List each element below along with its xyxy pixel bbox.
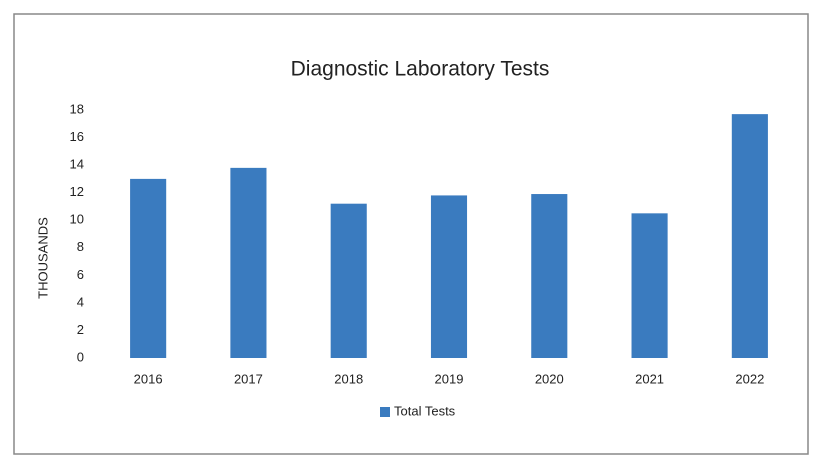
bar bbox=[330, 203, 367, 358]
bar bbox=[631, 213, 668, 358]
x-tick-label: 2017 bbox=[234, 371, 263, 386]
y-tick-label: 6 bbox=[77, 267, 84, 282]
legend-swatch bbox=[380, 407, 390, 417]
x-tick-label: 2019 bbox=[435, 371, 464, 386]
bar bbox=[430, 195, 468, 358]
legend-label: Total Tests bbox=[394, 403, 456, 418]
y-tick-label: 10 bbox=[70, 212, 84, 227]
bar bbox=[130, 178, 167, 358]
y-tick-label: 14 bbox=[70, 157, 84, 172]
x-tick-label: 2018 bbox=[334, 371, 363, 386]
y-tick-label: 12 bbox=[70, 184, 84, 199]
x-tick-label: 2021 bbox=[635, 371, 664, 386]
y-tick-label: 8 bbox=[77, 239, 84, 254]
bar bbox=[531, 194, 568, 358]
bar bbox=[731, 114, 768, 358]
y-tick-label: 2 bbox=[77, 322, 84, 337]
x-tick-label: 2020 bbox=[535, 371, 564, 386]
chart-title: Diagnostic Laboratory Tests bbox=[291, 58, 550, 81]
y-tick-label: 4 bbox=[77, 294, 84, 309]
x-tick-label: 2016 bbox=[134, 371, 163, 386]
y-tick-label: 0 bbox=[77, 349, 84, 364]
y-axis-label: THOUSANDS bbox=[35, 217, 50, 299]
bar bbox=[230, 167, 267, 358]
x-tick-label: 2022 bbox=[735, 371, 764, 386]
y-tick-label: 18 bbox=[70, 101, 84, 116]
y-tick-label: 16 bbox=[70, 129, 84, 144]
